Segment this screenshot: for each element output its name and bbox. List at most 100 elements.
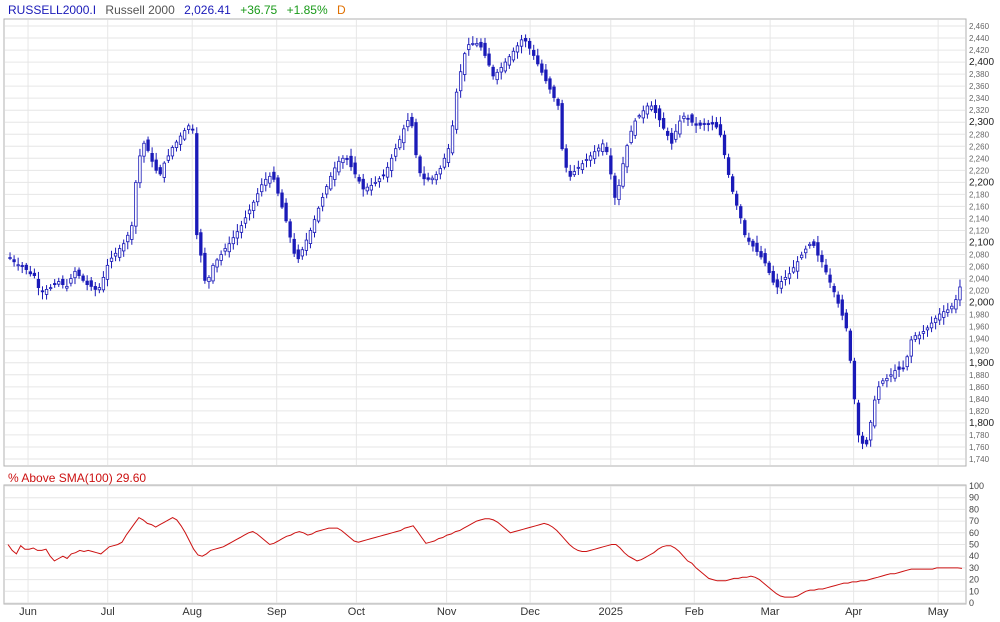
price-tick-label: 1,840 bbox=[969, 395, 990, 404]
candle-body bbox=[536, 55, 540, 65]
candle-body bbox=[215, 259, 219, 268]
candle-body bbox=[755, 242, 759, 252]
candle-body bbox=[909, 339, 913, 357]
candle-body bbox=[260, 184, 264, 193]
candle-body bbox=[946, 309, 950, 313]
candle-body bbox=[97, 287, 101, 291]
candle-body bbox=[442, 157, 447, 168]
candle-body bbox=[726, 157, 731, 175]
candle-body bbox=[438, 168, 443, 175]
candle-body bbox=[816, 242, 820, 256]
candle-body bbox=[913, 335, 917, 340]
candle-body bbox=[487, 53, 491, 66]
candle-body bbox=[710, 122, 714, 125]
candle-body bbox=[178, 135, 183, 145]
candle-body bbox=[69, 278, 73, 284]
candle-body bbox=[917, 334, 922, 340]
candle-body bbox=[519, 39, 524, 47]
candle-body bbox=[864, 439, 869, 445]
candle-body bbox=[540, 63, 544, 73]
candle-body bbox=[820, 254, 824, 263]
candle-body bbox=[406, 120, 410, 128]
candle-body bbox=[134, 181, 138, 227]
price-tick-label: 2,300 bbox=[969, 117, 994, 128]
indicator-line bbox=[7, 516, 963, 598]
candle-body bbox=[901, 367, 905, 370]
candle-body bbox=[48, 287, 53, 290]
candle-body bbox=[657, 108, 662, 121]
candle-body bbox=[929, 322, 934, 329]
candle-body bbox=[942, 311, 946, 318]
candle-body bbox=[223, 248, 227, 252]
candle-body bbox=[361, 178, 365, 190]
candle-body bbox=[53, 283, 57, 285]
candle-body bbox=[678, 120, 682, 135]
indicator-tick-label: 90 bbox=[969, 493, 979, 503]
candle-body bbox=[783, 276, 788, 280]
indicator-tick-label: 70 bbox=[969, 516, 979, 526]
price-tick-label: 2,060 bbox=[969, 263, 990, 272]
price-tick-label: 2,280 bbox=[969, 130, 990, 139]
price-tick-label: 1,880 bbox=[969, 371, 990, 380]
candle-body bbox=[12, 259, 16, 263]
price-plot-frame bbox=[3, 18, 967, 467]
date-tick-label: Feb bbox=[685, 606, 704, 618]
candle-body bbox=[954, 299, 958, 310]
candle-body bbox=[312, 219, 317, 233]
candle-body bbox=[479, 41, 483, 48]
candle-body bbox=[186, 125, 191, 131]
candle-body bbox=[20, 265, 24, 267]
candle-body bbox=[345, 157, 349, 160]
candle-body bbox=[641, 110, 645, 119]
indicator-tick-label: 30 bbox=[969, 563, 979, 573]
date-tick-label: Dec bbox=[520, 606, 540, 618]
candle-body bbox=[333, 167, 337, 180]
candle-body bbox=[621, 163, 625, 187]
candle-body bbox=[199, 232, 203, 256]
candle-body bbox=[617, 184, 621, 200]
price-tick-label: 2,420 bbox=[969, 46, 990, 55]
candle-body bbox=[288, 221, 292, 238]
date-tick-label: May bbox=[928, 606, 949, 618]
candle-body bbox=[394, 148, 398, 157]
candle-body bbox=[552, 86, 556, 98]
candle-body bbox=[877, 386, 881, 400]
candle-body bbox=[154, 159, 158, 171]
candle-body bbox=[852, 360, 857, 400]
grid-lines bbox=[5, 20, 965, 604]
candle-body bbox=[921, 331, 926, 334]
candle-body bbox=[739, 206, 743, 219]
price-tick-label: 2,240 bbox=[969, 154, 990, 163]
candle-body bbox=[666, 130, 670, 136]
instrument-name: Russell 2000 bbox=[105, 3, 175, 17]
candle-body bbox=[369, 184, 373, 191]
candle-body bbox=[568, 170, 572, 177]
indicator-header: % Above SMA(100) 29.60 bbox=[8, 471, 146, 485]
candle-body bbox=[430, 177, 434, 181]
price-tick-label: 1,780 bbox=[969, 431, 990, 440]
indicator-series bbox=[7, 516, 963, 598]
candle-body bbox=[446, 148, 451, 163]
candle-body bbox=[227, 243, 231, 253]
candle-body bbox=[938, 313, 942, 321]
price-tick-label: 1,760 bbox=[969, 443, 990, 452]
candle-body bbox=[743, 220, 747, 236]
candle-body bbox=[584, 159, 589, 161]
candle-body bbox=[605, 146, 609, 153]
price-tick-label: 2,160 bbox=[969, 202, 990, 211]
price-tick-label: 1,820 bbox=[969, 407, 990, 416]
candle-body bbox=[174, 141, 179, 148]
candle-body bbox=[933, 317, 938, 323]
candle-body bbox=[268, 175, 272, 184]
interval-label[interactable]: D bbox=[336, 3, 346, 17]
date-tick-label: Nov bbox=[437, 606, 457, 618]
candle-body bbox=[422, 173, 426, 180]
candle-body bbox=[463, 53, 467, 75]
candle-body bbox=[556, 98, 560, 106]
candle-body bbox=[751, 240, 755, 247]
candle-body bbox=[73, 270, 77, 279]
candle-body bbox=[775, 279, 779, 288]
candle-body bbox=[414, 122, 418, 156]
candle-body bbox=[572, 171, 576, 176]
